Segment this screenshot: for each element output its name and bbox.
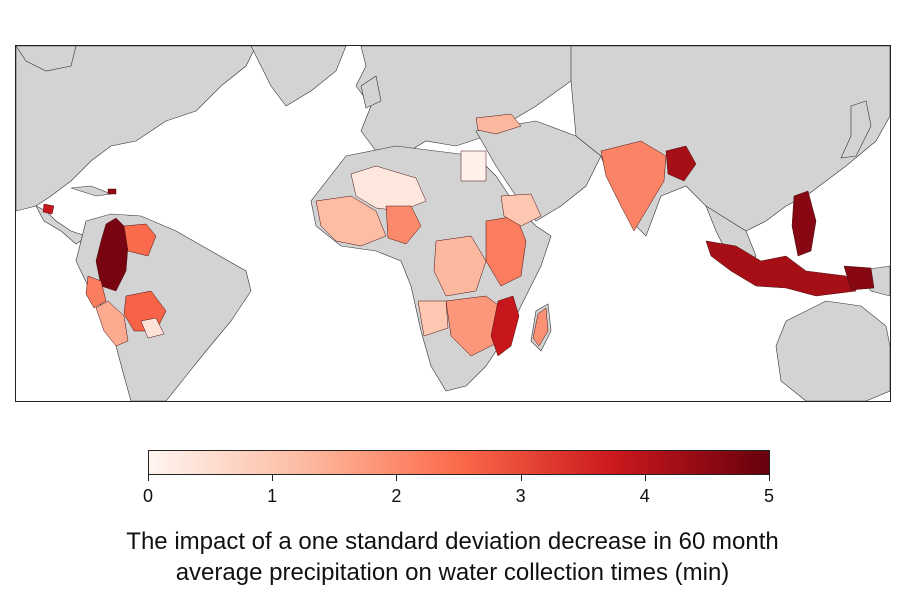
region-papua bbox=[843, 265, 875, 291]
japan-land bbox=[840, 100, 872, 159]
region-guatemala bbox=[42, 203, 55, 215]
colorbar-tick-label: 3 bbox=[515, 486, 526, 506]
europe-land bbox=[355, 46, 577, 157]
region-colombia bbox=[95, 217, 129, 292]
region-haiti bbox=[107, 188, 117, 195]
region-indonesia bbox=[705, 240, 857, 297]
region-madagascar bbox=[532, 307, 549, 347]
colorbar-tick-mark bbox=[272, 475, 274, 481]
colorbar-tick-label: 2 bbox=[391, 486, 402, 506]
region-ethiopia bbox=[500, 193, 542, 227]
caption-line-1: The impact of a one standard deviation d… bbox=[126, 528, 779, 555]
map-svg bbox=[16, 46, 890, 401]
region-india bbox=[600, 140, 667, 232]
colorbar-tick-label: 0 bbox=[142, 486, 153, 506]
data-regions bbox=[42, 113, 875, 357]
region-venezuela bbox=[123, 223, 157, 257]
region-turkey bbox=[475, 113, 522, 135]
region-angola bbox=[417, 300, 449, 337]
colorbar-caption: The impact of a one standard deviation d… bbox=[0, 526, 905, 588]
australia-land bbox=[775, 300, 890, 401]
uk-land bbox=[360, 75, 382, 109]
greenland-land bbox=[250, 46, 347, 107]
colorbar-tick-label: 4 bbox=[639, 486, 650, 506]
region-egypt bbox=[460, 150, 487, 182]
middle-east-land bbox=[475, 120, 602, 222]
colorbar-tick-mark bbox=[644, 475, 646, 481]
colorbar-tick-mark bbox=[148, 475, 149, 481]
region-sahel bbox=[350, 165, 427, 212]
region-west-africa bbox=[315, 195, 387, 247]
region-paraguay bbox=[140, 317, 165, 339]
asia-land bbox=[570, 46, 890, 237]
north-america-land bbox=[16, 46, 257, 212]
region-ecuador bbox=[85, 275, 107, 309]
colorbar-tick-label: 5 bbox=[763, 486, 774, 506]
region-drc bbox=[433, 235, 487, 297]
land-layer bbox=[16, 46, 890, 401]
world-map bbox=[15, 45, 891, 402]
caption-line-2: average precipitation on water collectio… bbox=[175, 559, 730, 586]
region-philippines bbox=[791, 190, 817, 257]
region-bangladesh bbox=[665, 145, 697, 182]
colorbar-tick-mark bbox=[396, 475, 398, 481]
colorbar-tick-label: 1 bbox=[267, 486, 278, 506]
colorbar-tick-mark bbox=[520, 475, 522, 481]
region-peru bbox=[95, 300, 129, 347]
region-mozambique bbox=[490, 295, 520, 357]
colorbar-gradient bbox=[149, 451, 769, 474]
alaska-land bbox=[16, 46, 77, 72]
colorbar-tick-mark bbox=[769, 475, 770, 481]
colorbar bbox=[148, 450, 770, 475]
cuba-land bbox=[70, 185, 113, 197]
region-nigeria bbox=[385, 205, 422, 245]
